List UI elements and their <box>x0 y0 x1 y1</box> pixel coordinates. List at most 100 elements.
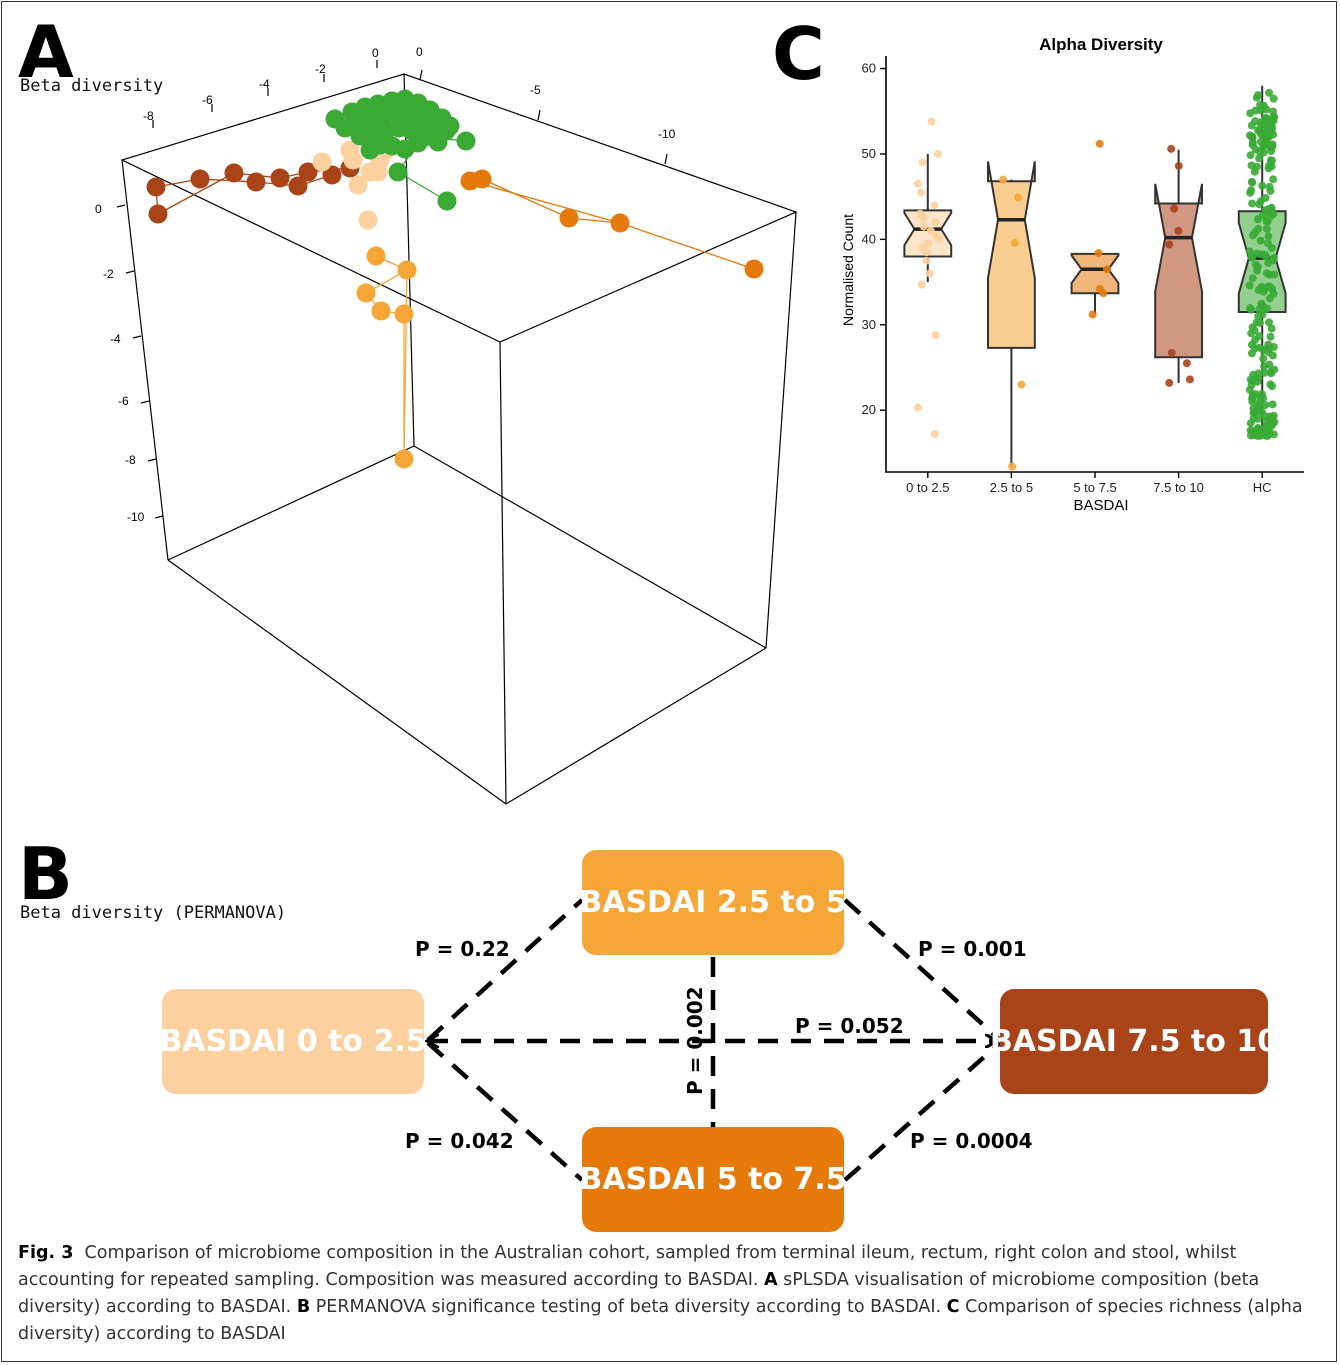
beta-diversity-point <box>394 304 414 324</box>
c-point <box>930 201 939 210</box>
c-point <box>913 179 922 188</box>
c-x-tick-label: 2.5 to 5 <box>990 480 1033 495</box>
edge-n25-n75 <box>843 898 1002 1042</box>
c-point <box>1263 239 1272 248</box>
caption-a-text: sPLSDA visualisation of microbiome compo… <box>18 1270 1260 1317</box>
node-basdai-7.5-10: BASDAI 7.5 to 10 <box>990 989 1278 1094</box>
c-point <box>1165 378 1174 387</box>
c-point <box>1248 138 1257 147</box>
c-point <box>1267 324 1276 333</box>
c-point <box>1253 262 1262 271</box>
beta-diversity-point <box>312 152 332 172</box>
caption-a-label: A <box>764 1270 778 1290</box>
c-point <box>1253 162 1262 171</box>
c-point <box>1260 368 1269 377</box>
beta-diversity-point <box>356 283 376 303</box>
c-point <box>1248 231 1257 240</box>
c-point <box>1255 343 1264 352</box>
c-point <box>1262 224 1271 233</box>
c-point <box>1269 94 1278 103</box>
caption-b-label: B <box>296 1297 311 1317</box>
c-point <box>1174 161 1183 170</box>
node-basdai-0-2.5: BASDAI 0 to 2.5 <box>159 989 427 1094</box>
beta-diversity-point <box>358 210 378 230</box>
c-point <box>1248 199 1257 208</box>
c-point <box>1266 332 1275 341</box>
a-left-tick: -6 <box>118 394 129 408</box>
c-point <box>999 175 1008 184</box>
c-point <box>1264 232 1273 241</box>
a-right-tick: -5 <box>530 83 541 97</box>
c-point <box>1008 462 1017 471</box>
c-point <box>1165 240 1174 249</box>
c-point <box>914 403 923 412</box>
c-point <box>1246 109 1255 118</box>
a-left-tick: -4 <box>110 332 121 346</box>
caption-b-text: PERMANOVA significance testing of beta d… <box>315 1297 942 1317</box>
beta-diversity-point <box>340 140 360 160</box>
panel-a-letter: A <box>18 10 74 94</box>
c-point <box>919 222 928 231</box>
c-point <box>1265 318 1274 327</box>
c-point <box>1257 390 1266 399</box>
c-point <box>1095 139 1104 148</box>
beta-diversity-link <box>403 269 408 460</box>
c-point <box>1265 88 1274 97</box>
a-top-tick: -4 <box>259 77 270 91</box>
c-y-tick-label: 20 <box>862 402 876 417</box>
beta-diversity-point <box>224 163 244 183</box>
c-ylabel: Normalised Count <box>840 214 856 326</box>
c-point <box>1255 318 1264 327</box>
c-point <box>1246 188 1255 197</box>
c-point <box>1269 175 1278 184</box>
c-point <box>1255 154 1264 163</box>
c-point <box>1268 107 1277 116</box>
beta-diversity-point <box>322 165 342 185</box>
c-point <box>1094 249 1103 258</box>
a-left-tick: 0 <box>95 202 102 216</box>
c-point <box>1266 380 1275 389</box>
panel-a-subtitle: Beta diversity <box>20 76 164 96</box>
c-point <box>1247 121 1256 130</box>
c-point <box>1246 151 1255 160</box>
c-point <box>1182 359 1191 368</box>
c-point <box>918 158 927 167</box>
c-point <box>1264 258 1273 267</box>
panel-b-letter: B <box>18 832 73 916</box>
c-y-tick-label: 30 <box>862 317 876 332</box>
permanova-connectors <box>0 898 1002 1182</box>
a-right-tick: -10 <box>658 127 676 141</box>
c-y-tick-label: 50 <box>862 146 876 161</box>
c-point <box>1262 116 1271 125</box>
beta-diversity-point <box>437 191 457 211</box>
c-point <box>1266 186 1275 195</box>
beta-diversity-point <box>360 140 380 160</box>
c-point <box>930 430 939 439</box>
beta-diversity-point <box>456 131 476 151</box>
c-point <box>1088 310 1097 319</box>
beta-diversity-point <box>190 169 210 189</box>
c-point <box>1010 238 1019 247</box>
c-point <box>1258 310 1267 319</box>
beta-diversity-link <box>469 180 621 224</box>
c-x-tick-label: 0 to 2.5 <box>906 480 949 495</box>
c-point <box>1257 121 1266 130</box>
c-point <box>1255 332 1264 341</box>
beta-diversity-point <box>246 172 266 192</box>
a-right-tick: 0 <box>416 45 423 59</box>
c-point <box>1269 210 1278 219</box>
c-point <box>1252 93 1261 102</box>
beta-diversity-point <box>388 162 408 182</box>
beta-diversity-point <box>366 246 386 266</box>
c-point <box>935 235 944 244</box>
pvalue-n25-n5: P = 0.002 <box>683 986 707 1095</box>
c-point <box>1269 411 1278 420</box>
caption-intro: Comparison of microbiome composition in … <box>18 1243 1237 1290</box>
c-point <box>1260 362 1269 371</box>
c-point <box>1266 156 1275 165</box>
a-top-tick: 0 <box>372 46 379 60</box>
a-left-tick: -10 <box>127 510 145 524</box>
caption-c-text: Comparison of species richness (alpha di… <box>18 1297 1303 1344</box>
a-left-tick: -2 <box>103 267 114 281</box>
